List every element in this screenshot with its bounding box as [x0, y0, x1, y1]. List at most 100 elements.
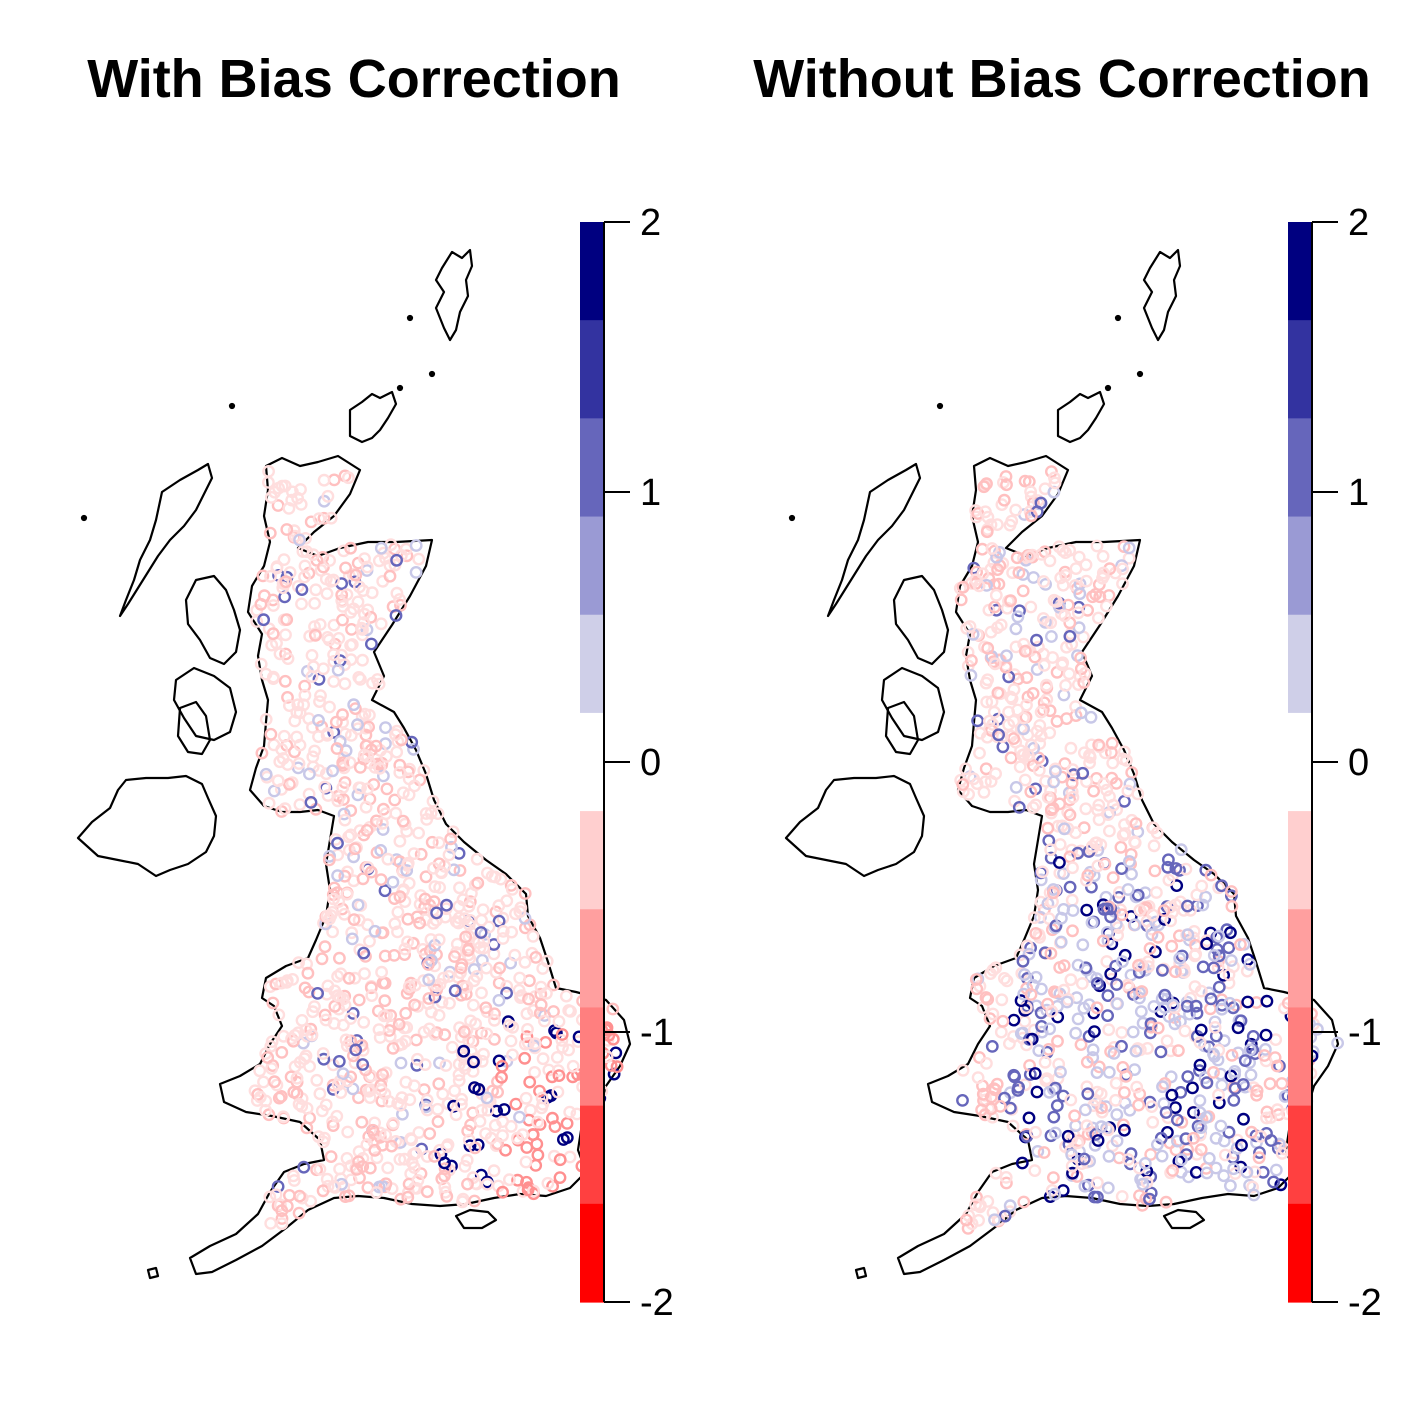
station-marker [1081, 869, 1095, 882]
station-marker [412, 826, 425, 840]
station-points [248, 464, 624, 1231]
station-marker [547, 1005, 560, 1018]
station-marker [1017, 637, 1031, 651]
station-marker [1275, 1147, 1289, 1160]
legend-band [580, 222, 604, 321]
station-marker [391, 925, 404, 939]
station-marker [566, 1059, 580, 1073]
station-marker [313, 1162, 327, 1176]
station-marker [1033, 910, 1047, 924]
station-marker [560, 1131, 574, 1145]
station-marker [285, 485, 299, 499]
station-marker [1018, 644, 1032, 658]
station-marker [1128, 835, 1141, 849]
station-marker [447, 1099, 460, 1113]
station-marker [277, 553, 291, 566]
station-marker [1231, 1046, 1245, 1060]
station-marker [1013, 604, 1026, 618]
station-marker [273, 755, 287, 769]
panel-title: With Bias Correction [87, 49, 621, 109]
station-marker [357, 1015, 371, 1029]
station-marker [1115, 955, 1129, 968]
station-marker [357, 607, 371, 621]
station-marker [328, 984, 342, 998]
station-marker [1225, 885, 1238, 898]
station-marker [1250, 1084, 1264, 1098]
station-marker [472, 1083, 486, 1096]
station-marker [1145, 928, 1159, 941]
station-marker [1084, 710, 1098, 724]
station-marker [973, 726, 987, 740]
station-marker [255, 746, 269, 760]
station-marker [391, 905, 405, 919]
station-marker [1007, 1013, 1021, 1027]
station-marker [1090, 1176, 1104, 1190]
station-marker [420, 1093, 434, 1107]
station-marker [1240, 964, 1254, 978]
station-marker [389, 609, 403, 622]
station-marker [956, 1094, 969, 1107]
station-marker [1044, 465, 1058, 478]
station-marker [984, 775, 998, 788]
station-marker [1042, 912, 1056, 925]
station-marker [305, 670, 319, 683]
station-marker [291, 580, 305, 593]
station-marker [278, 802, 292, 816]
station-marker [293, 533, 306, 547]
isle-of-wight-outline [454, 1208, 498, 1230]
station-marker [291, 698, 305, 712]
station-marker [1024, 490, 1038, 504]
station-marker [1258, 1049, 1271, 1062]
station-marker [969, 1198, 982, 1212]
station-marker [1085, 916, 1099, 929]
station-marker [992, 577, 1006, 591]
legend-band [1288, 1203, 1312, 1303]
station-marker [1112, 891, 1126, 904]
color-scale-legend: 2 1 0 -1 -2 [580, 202, 674, 1324]
station-marker [976, 1087, 990, 1101]
station-marker [1035, 865, 1049, 879]
station-marker [1028, 650, 1042, 664]
station-marker [1116, 829, 1130, 842]
station-marker [1133, 903, 1147, 917]
station-marker [259, 667, 273, 681]
station-marker [331, 794, 345, 808]
station-marker [462, 1133, 476, 1147]
station-marker [970, 1190, 983, 1204]
station-marker [454, 966, 467, 980]
station-marker [1159, 1195, 1173, 1209]
legend-tick-label: 1 [1348, 472, 1369, 514]
station-marker [1018, 773, 1032, 787]
station-marker [275, 1212, 289, 1225]
station-marker [1071, 1012, 1085, 1026]
station-marker [1100, 783, 1114, 797]
station-marker [412, 552, 426, 566]
station-marker [531, 1115, 544, 1129]
station-marker [1093, 979, 1106, 993]
station-marker [420, 813, 434, 826]
station-marker [327, 473, 341, 487]
station-marker [293, 1189, 306, 1203]
station-marker [317, 473, 331, 487]
station-marker [349, 568, 363, 582]
station-marker [268, 485, 282, 499]
station-marker [1003, 1199, 1017, 1213]
station-marker [978, 505, 992, 519]
station-marker [1101, 1123, 1115, 1137]
station-marker [454, 1098, 468, 1111]
station-marker [956, 1063, 970, 1077]
station-marker [1034, 982, 1048, 996]
station-marker [411, 1174, 425, 1187]
station-marker [407, 1161, 421, 1174]
station-marker [1059, 679, 1072, 692]
station-marker [1151, 930, 1165, 944]
station-marker [1253, 1146, 1266, 1160]
station-marker [529, 951, 543, 964]
station-marker [959, 1213, 973, 1227]
legend-band [580, 811, 604, 910]
station-marker [1116, 1118, 1130, 1132]
station-marker [1012, 566, 1026, 579]
station-marker [438, 1156, 451, 1170]
station-marker [959, 762, 973, 776]
station-marker [1227, 1162, 1240, 1176]
